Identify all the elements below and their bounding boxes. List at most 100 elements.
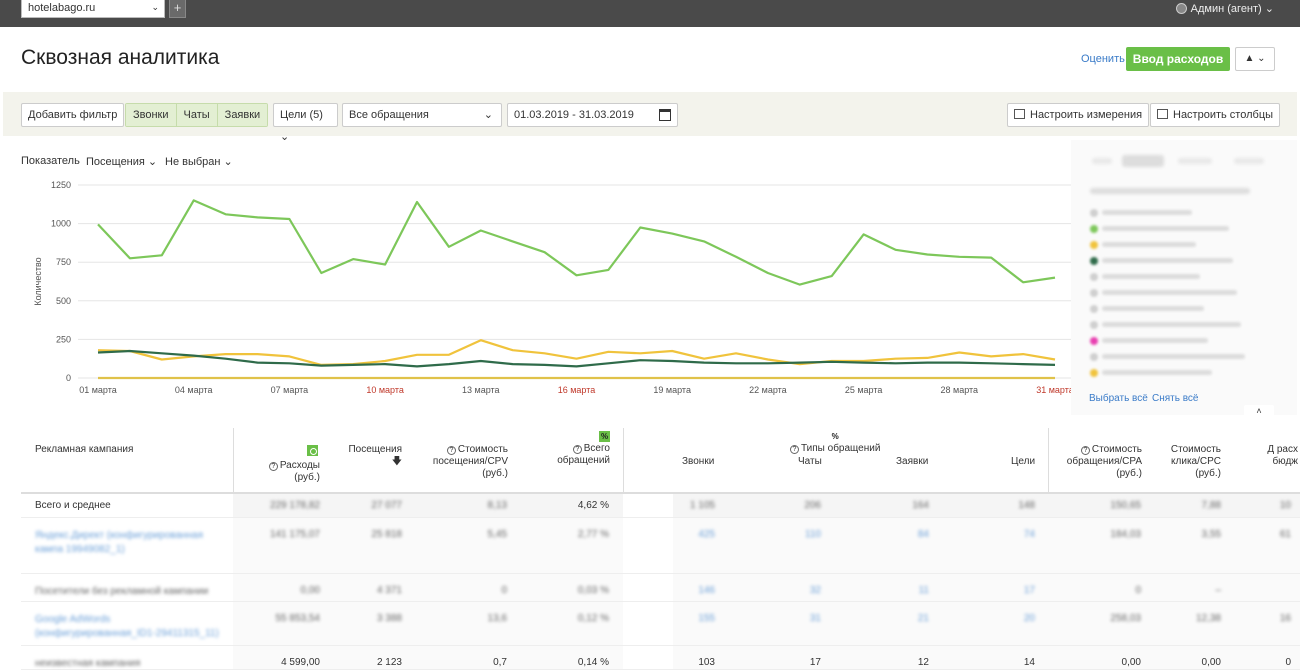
row-goals[interactable]: 74: [1023, 529, 1035, 540]
blurred-tab-active[interactable]: [1122, 155, 1164, 167]
legend-item[interactable]: [1090, 368, 1212, 378]
x-tick-label: 04 марта: [175, 385, 213, 395]
row-total: 2,77 %: [577, 529, 609, 540]
legend-color-dot: [1090, 369, 1098, 377]
col-calls[interactable]: Звонки: [682, 456, 715, 467]
legend-item-label: [1102, 210, 1192, 215]
row-chats[interactable]: 110: [805, 529, 821, 540]
date-range-picker[interactable]: 01.03.2019 - 31.03.2019: [507, 103, 678, 127]
export-button[interactable]: ▲︎ ⌄: [1235, 47, 1275, 71]
total-expenses: 229 178,82: [269, 500, 320, 511]
total-cpc: 7,88: [1201, 500, 1221, 511]
row-chats[interactable]: 31: [809, 613, 821, 624]
col-cpa[interactable]: ? Стоимость обращения/CPA (руб.): [1062, 444, 1142, 480]
row-goals[interactable]: 17: [1023, 585, 1035, 596]
row-calls[interactable]: 155: [698, 613, 715, 624]
chevron-up-icon: ˄: [1256, 406, 1262, 416]
total-cpa: 150,65: [1110, 500, 1141, 511]
site-selector-label: hotelabago.ru: [28, 2, 96, 14]
second-metric-dropdown[interactable]: Не выбран ⌄: [165, 156, 233, 168]
deselect-all-link[interactable]: Снять всё: [1152, 393, 1199, 404]
legend-color-dot: [1090, 209, 1098, 217]
legend-color-dot: [1090, 257, 1098, 265]
row-campaign-name[interactable]: Яндекс.Директ (конфигурированная кампа 1…: [35, 530, 204, 555]
col-goals[interactable]: Цели: [1011, 456, 1036, 467]
row-requests[interactable]: 84: [917, 529, 929, 540]
site-selector[interactable]: hotelabago.ru ⌄: [21, 0, 165, 18]
user-avatar-icon: [1175, 3, 1187, 14]
select-all-link[interactable]: Выбрать всё: [1089, 393, 1148, 404]
series-line-2: [97, 349, 1056, 368]
legend-color-dot: [1090, 241, 1098, 249]
configure-columns-button[interactable]: Настроить столбцы: [1150, 103, 1281, 127]
requests-dropdown[interactable]: Все обращения ⌄: [342, 103, 502, 127]
add-site-button[interactable]: +: [169, 0, 186, 18]
row-cpa: 258,03: [1110, 613, 1141, 624]
row-expenses: 0,00: [300, 585, 320, 596]
legend-item[interactable]: [1090, 304, 1204, 314]
col-budget[interactable]: Д расх бюдж: [1267, 444, 1298, 467]
table-row: Яндекс.Директ (конфигурированная кампа 1…: [21, 518, 1300, 574]
col-cpv-label: Стоимость посещения/CPV (руб.): [432, 444, 508, 479]
col-requests[interactable]: Заявки: [896, 456, 929, 467]
col-chats[interactable]: Чаты: [798, 456, 822, 467]
segment-requests[interactable]: Заявки: [217, 104, 268, 126]
legend-item-label: [1102, 338, 1208, 343]
settings-icon[interactable]: [307, 445, 318, 456]
collapse-chart-button[interactable]: ˄: [1244, 405, 1274, 417]
row-cpa: 0: [1135, 585, 1141, 596]
row-chats[interactable]: 32: [809, 585, 821, 596]
legend-item[interactable]: [1090, 352, 1245, 362]
row-requests[interactable]: 11: [918, 585, 929, 596]
row-campaign-name[interactable]: Google AdWords (конфигурированная_ID1-29…: [35, 614, 219, 639]
blurred-tab[interactable]: [1092, 158, 1112, 164]
col-campaign[interactable]: Рекламная кампания: [35, 444, 134, 455]
row-requests[interactable]: 21: [917, 613, 929, 624]
configure-dimensions-button[interactable]: Настроить измерения: [1007, 103, 1150, 127]
legend-item[interactable]: [1090, 336, 1208, 346]
chevron-down-icon: ⌄: [483, 109, 493, 121]
col-visits[interactable]: Посещения 🡇: [340, 444, 402, 468]
row-expenses: 55 853,54: [275, 613, 321, 624]
x-tick-label: 07 марта: [271, 385, 309, 395]
legend-item[interactable]: [1090, 224, 1229, 234]
percent-icon[interactable]: %: [829, 431, 841, 442]
col-expenses[interactable]: ? Расходы (руб.): [258, 445, 320, 484]
row-calls[interactable]: 146: [698, 585, 715, 596]
legend-item[interactable]: [1090, 288, 1237, 298]
legend-item[interactable]: [1090, 240, 1196, 250]
metric-dropdown[interactable]: Посещения ⌄: [86, 156, 158, 168]
row-calls[interactable]: 425: [698, 529, 715, 540]
help-icon: ?: [1080, 446, 1090, 455]
second-metric-label: Не выбран: [165, 156, 221, 168]
legend-item[interactable]: [1090, 256, 1233, 266]
blurred-legend-title: [1090, 188, 1250, 194]
percent-icon[interactable]: %: [599, 431, 610, 442]
grid-icon: [1157, 109, 1168, 119]
total-budget: 10: [1279, 500, 1291, 511]
goals-dropdown[interactable]: Цели (5) ⌄: [273, 103, 338, 143]
expenses-button[interactable]: Ввод расходов: [1126, 47, 1230, 71]
legend-item[interactable]: [1090, 320, 1241, 330]
add-filter-button[interactable]: Добавить фильтр: [21, 103, 125, 127]
goals-label: Цели (5): [280, 109, 323, 121]
legend-color-dot: [1090, 289, 1098, 297]
legend-item[interactable]: [1090, 272, 1200, 282]
segment-chats[interactable]: Чаты: [176, 104, 218, 126]
rate-link[interactable]: Оценить: [1081, 53, 1125, 65]
row-goals[interactable]: 20: [1023, 613, 1035, 624]
divider: [1048, 428, 1049, 494]
blurred-tab[interactable]: [1178, 158, 1212, 164]
col-cpv[interactable]: ? Стоимость посещения/CPV (руб.): [422, 444, 508, 480]
row-total: 0,03 %: [577, 585, 609, 596]
help-icon: ?: [446, 446, 456, 455]
col-total[interactable]: % ? Всего обращений: [548, 431, 610, 467]
col-cpc[interactable]: Стоимость клика/CPC (руб.): [1170, 444, 1221, 479]
segment-calls[interactable]: Звонки: [126, 104, 177, 126]
user-menu[interactable]: Админ (агент) ⌄: [1175, 2, 1274, 15]
legend-item[interactable]: [1090, 208, 1192, 218]
blurred-tab[interactable]: [1234, 158, 1264, 164]
row-visits: 4 371: [376, 585, 402, 596]
row-budget: 61: [1279, 529, 1291, 540]
date-range-value: 01.03.2019 - 31.03.2019: [514, 109, 634, 121]
